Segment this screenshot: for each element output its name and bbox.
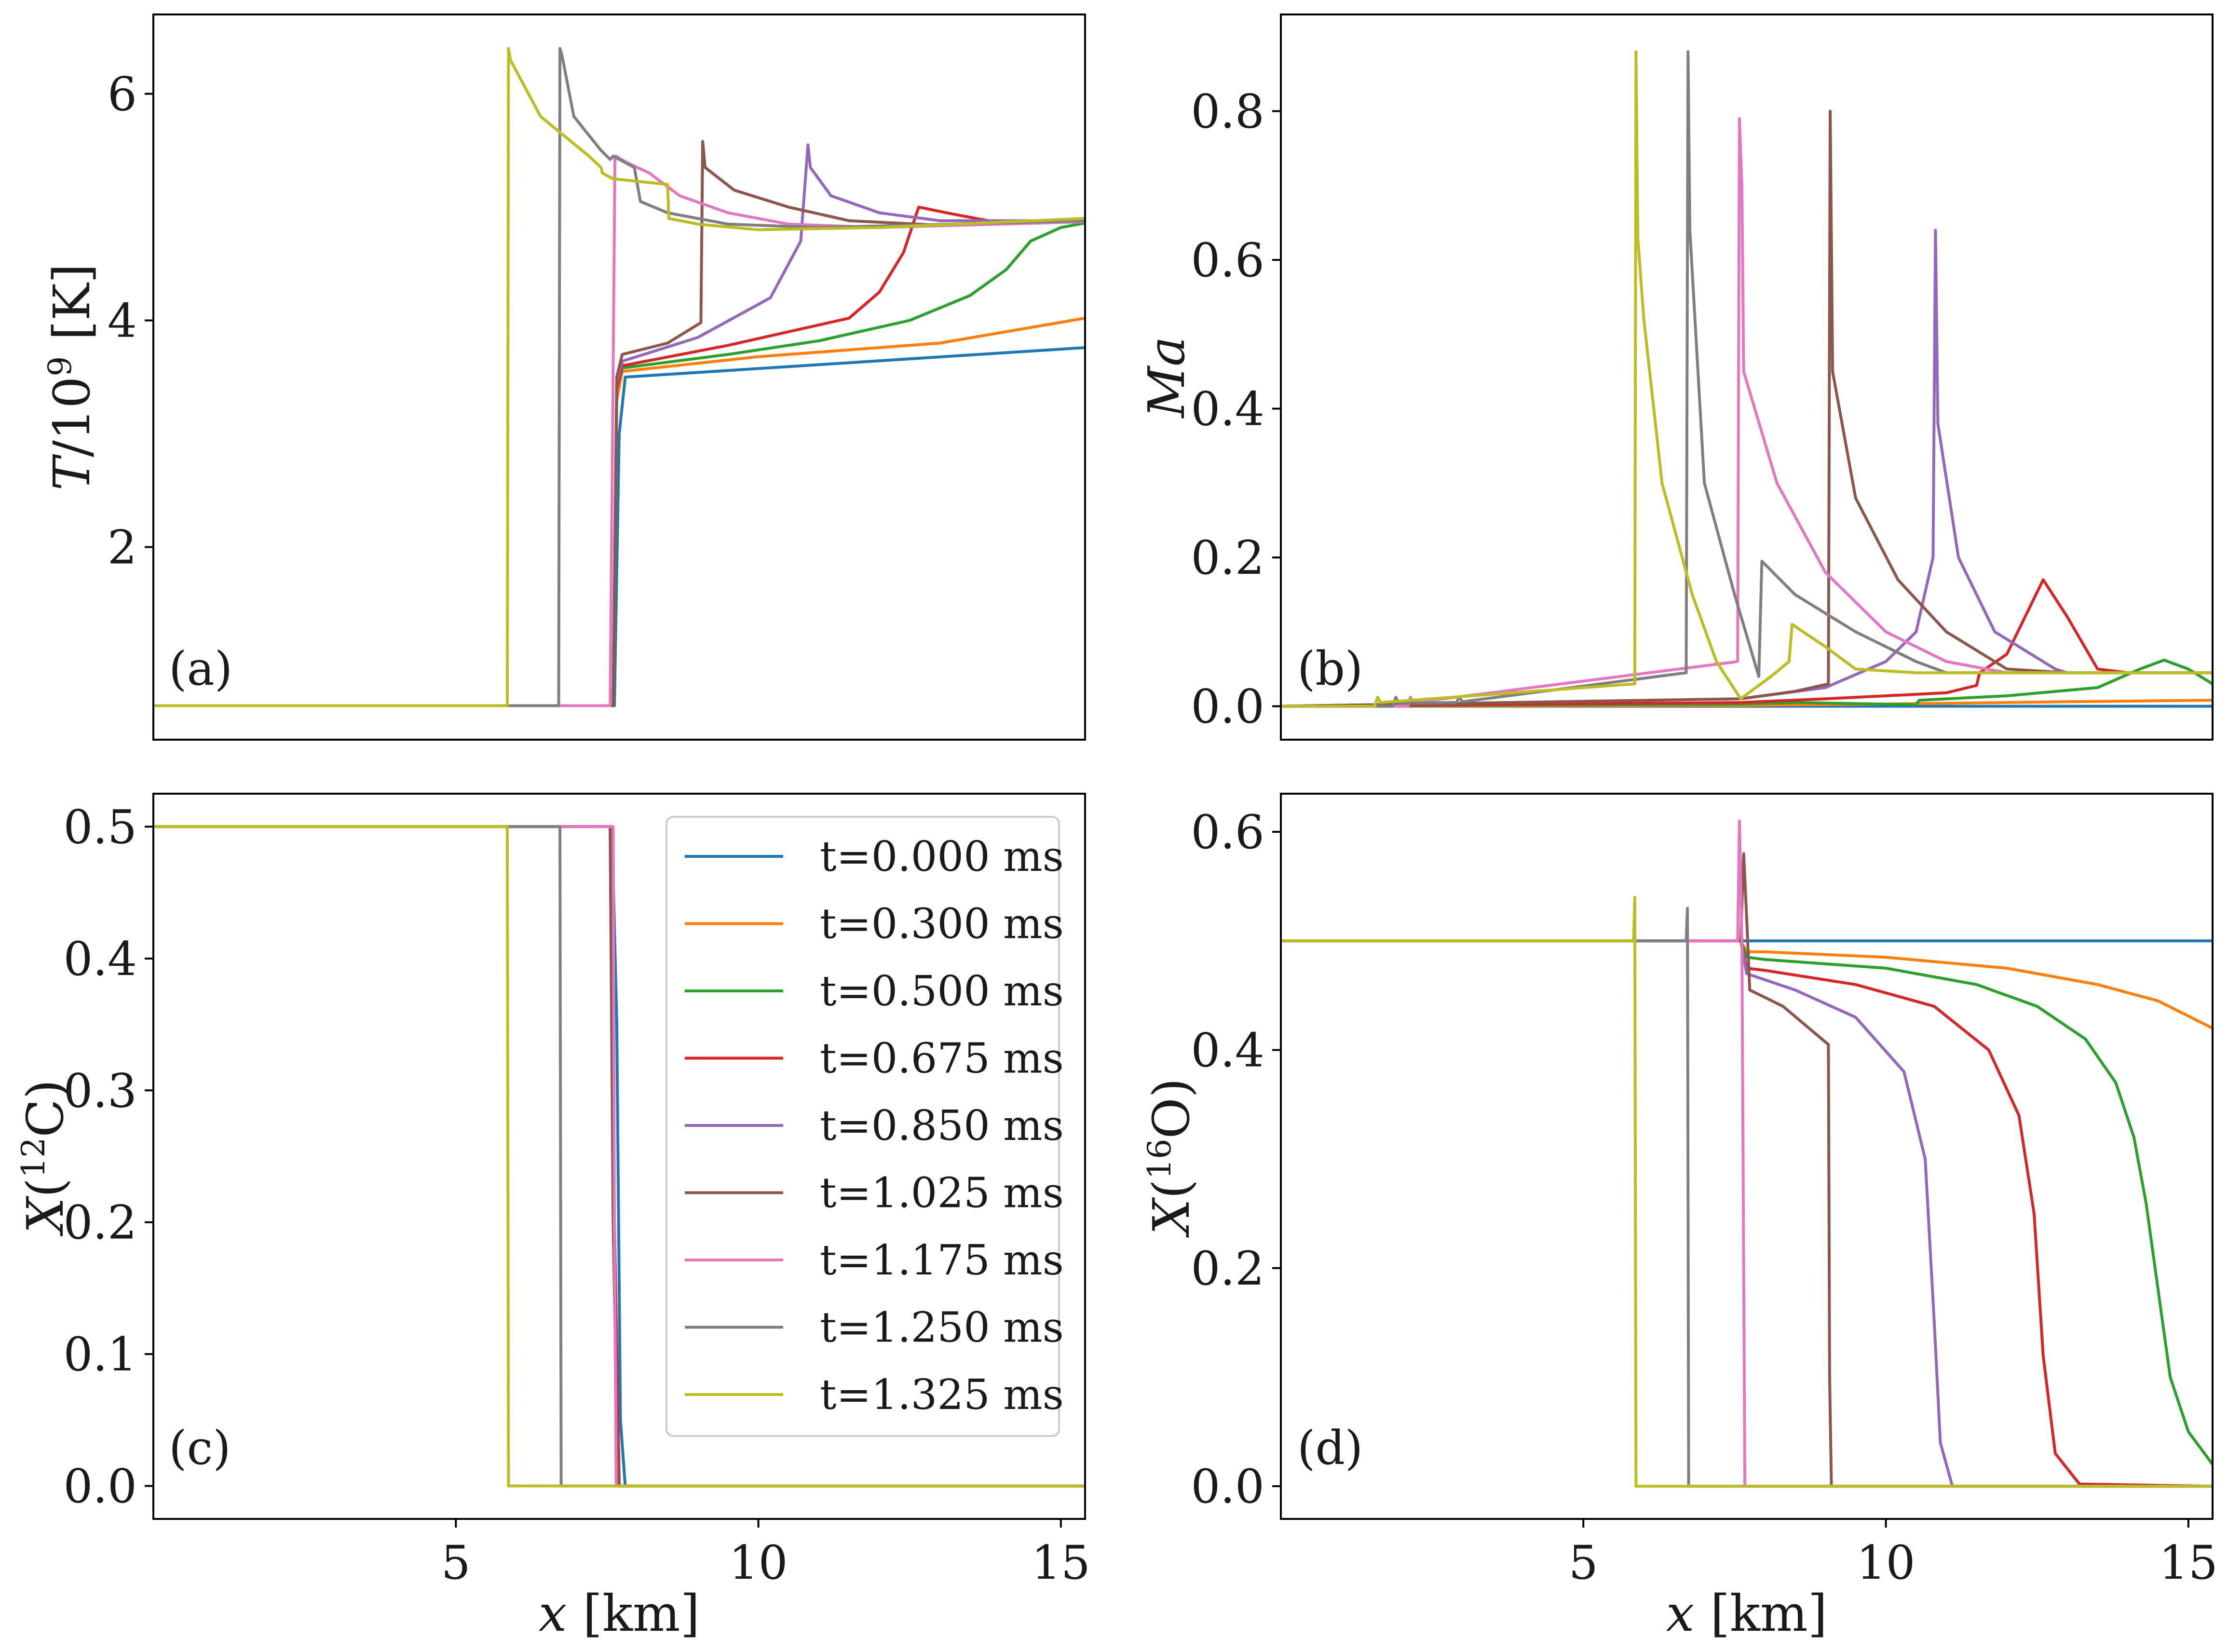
- panel-c-series: [153, 825, 1085, 1488]
- series-line-t-1-025-ms: [1281, 109, 2213, 708]
- y-tick-label: 0.0: [1191, 1460, 1264, 1514]
- legend-label: t=1.175 ms: [820, 1236, 1064, 1285]
- legend-box: [666, 816, 1060, 1437]
- legend-label: t=0.300 ms: [820, 900, 1064, 948]
- panel-d-ticks: 0.0 0.2 0.4 0.6 5 10 15: [1191, 805, 2218, 1590]
- y-tick-label: 0.0: [1191, 680, 1264, 734]
- x-tick-label: 5: [1569, 1536, 1598, 1590]
- y-tick-label: 0.1: [63, 1327, 137, 1381]
- panel-c-frame: [152, 793, 1086, 1520]
- y-tick-label: 0.2: [1191, 531, 1264, 585]
- panel-d-xlabel: x [km]: [1666, 1584, 1828, 1643]
- y-tick-label: 0.4: [1191, 1023, 1264, 1077]
- panel-a-label: (a): [169, 642, 232, 696]
- legend-label: t=0.850 ms: [820, 1102, 1064, 1150]
- series-line-t-1-325-ms: [1281, 50, 2213, 708]
- panel-b-ticks: 0.0 0.2 0.4 0.6 0.8: [1191, 85, 1281, 734]
- y-tick-label: 0.2: [1191, 1242, 1264, 1296]
- x-tick-label: 5: [441, 1536, 471, 1590]
- series-line-t-0-500-ms: [1281, 939, 2213, 1465]
- series-line-t-0-850-ms: [1281, 229, 2213, 708]
- series-line-t-1-175-ms: [153, 154, 1085, 707]
- y-tick-label: 0.3: [63, 1064, 137, 1118]
- panel-d-frame: [1280, 793, 2214, 1520]
- series-line-t-0-850-ms: [1281, 939, 2213, 1488]
- series-line-t-1-175-ms: [1281, 117, 2213, 708]
- panel-d-oxygen: 0.0 0.2 0.4 0.6 5 10 15 X(16O) x [km] (d): [1141, 793, 2218, 1643]
- y-tick-label: 0.6: [1191, 805, 1264, 859]
- series-line-t-1-250-ms: [1281, 50, 2213, 708]
- panel-c-label: (c): [169, 1421, 231, 1475]
- panel-b-ylabel: Ma: [1137, 337, 1196, 419]
- legend-label: t=1.250 ms: [820, 1304, 1064, 1352]
- y-tick-label: 2: [108, 521, 137, 575]
- panel-d-label: (d): [1297, 1421, 1363, 1475]
- x-tick-label: 10: [1856, 1536, 1915, 1590]
- series-line-t-1-325-ms: [153, 47, 1085, 707]
- y-tick-label: 0.2: [63, 1196, 137, 1250]
- y-tick-label: 4: [108, 294, 137, 348]
- series-line-t-1-250-ms: [153, 47, 1085, 707]
- panel-a-series: [153, 47, 1085, 707]
- series-line-t-1-025-ms: [153, 140, 1085, 707]
- x-tick-label: 15: [2159, 1536, 2218, 1590]
- panel-b-frame: [1280, 14, 2214, 741]
- legend: t=0.000 ms t=0.300 ms t=0.500 ms t=0.675 ms…: [666, 816, 1064, 1437]
- y-tick-label: 0.6: [1191, 233, 1264, 287]
- x-tick-label: 10: [729, 1536, 788, 1590]
- series-line-t-1-325-ms: [153, 825, 1085, 1488]
- y-tick-label: 0.0: [63, 1460, 137, 1514]
- legend-label: t=0.000 ms: [820, 833, 1064, 881]
- panel-d-series: [1281, 819, 2213, 1488]
- panel-b-label: (b): [1297, 642, 1363, 696]
- y-tick-label: 6: [108, 68, 137, 122]
- y-tick-label: 0.5: [63, 800, 137, 854]
- y-tick-label: 0.4: [63, 932, 137, 986]
- panel-c-ticks: 0.0 0.1 0.2 0.3 0.4 0.5 5 10 15: [63, 800, 1090, 1590]
- legend-label: t=1.025 ms: [820, 1169, 1064, 1218]
- panel-a-frame: [152, 14, 1086, 741]
- legend-label: t=0.500 ms: [820, 967, 1064, 1016]
- y-tick-label: 0.8: [1191, 85, 1264, 139]
- panel-a-ticks: 2 4 6: [108, 68, 153, 575]
- legend-label: t=1.325 ms: [820, 1371, 1064, 1419]
- panel-b-series: [1281, 50, 2213, 708]
- panel-a-ylabel: T/109 [K]: [41, 264, 102, 491]
- panel-c-xlabel: x [km]: [539, 1584, 700, 1643]
- x-tick-label: 15: [1032, 1536, 1090, 1590]
- panel-a-temperature: 2 4 6 T/109 [K] (a): [41, 14, 1086, 741]
- series-line-t-0-675-ms: [1281, 578, 2213, 708]
- y-tick-label: 0.4: [1191, 382, 1264, 436]
- panel-b-mach: 0.0 0.2 0.4 0.6 0.8 Ma (b): [1137, 14, 2214, 741]
- panel-c-ylabel: X(12C): [15, 1080, 75, 1237]
- panel-d-ylabel: X(16O): [1141, 1078, 1201, 1238]
- series-line-t-1-325-ms: [1281, 895, 2213, 1488]
- legend-label: t=0.675 ms: [820, 1035, 1064, 1083]
- series-line-t-0-500-ms: [1281, 658, 2213, 708]
- panel-c-carbon: 0.0 0.1 0.2 0.3 0.4 0.5 5 10 15 X(12C) x [km] (c…: [15, 793, 1090, 1643]
